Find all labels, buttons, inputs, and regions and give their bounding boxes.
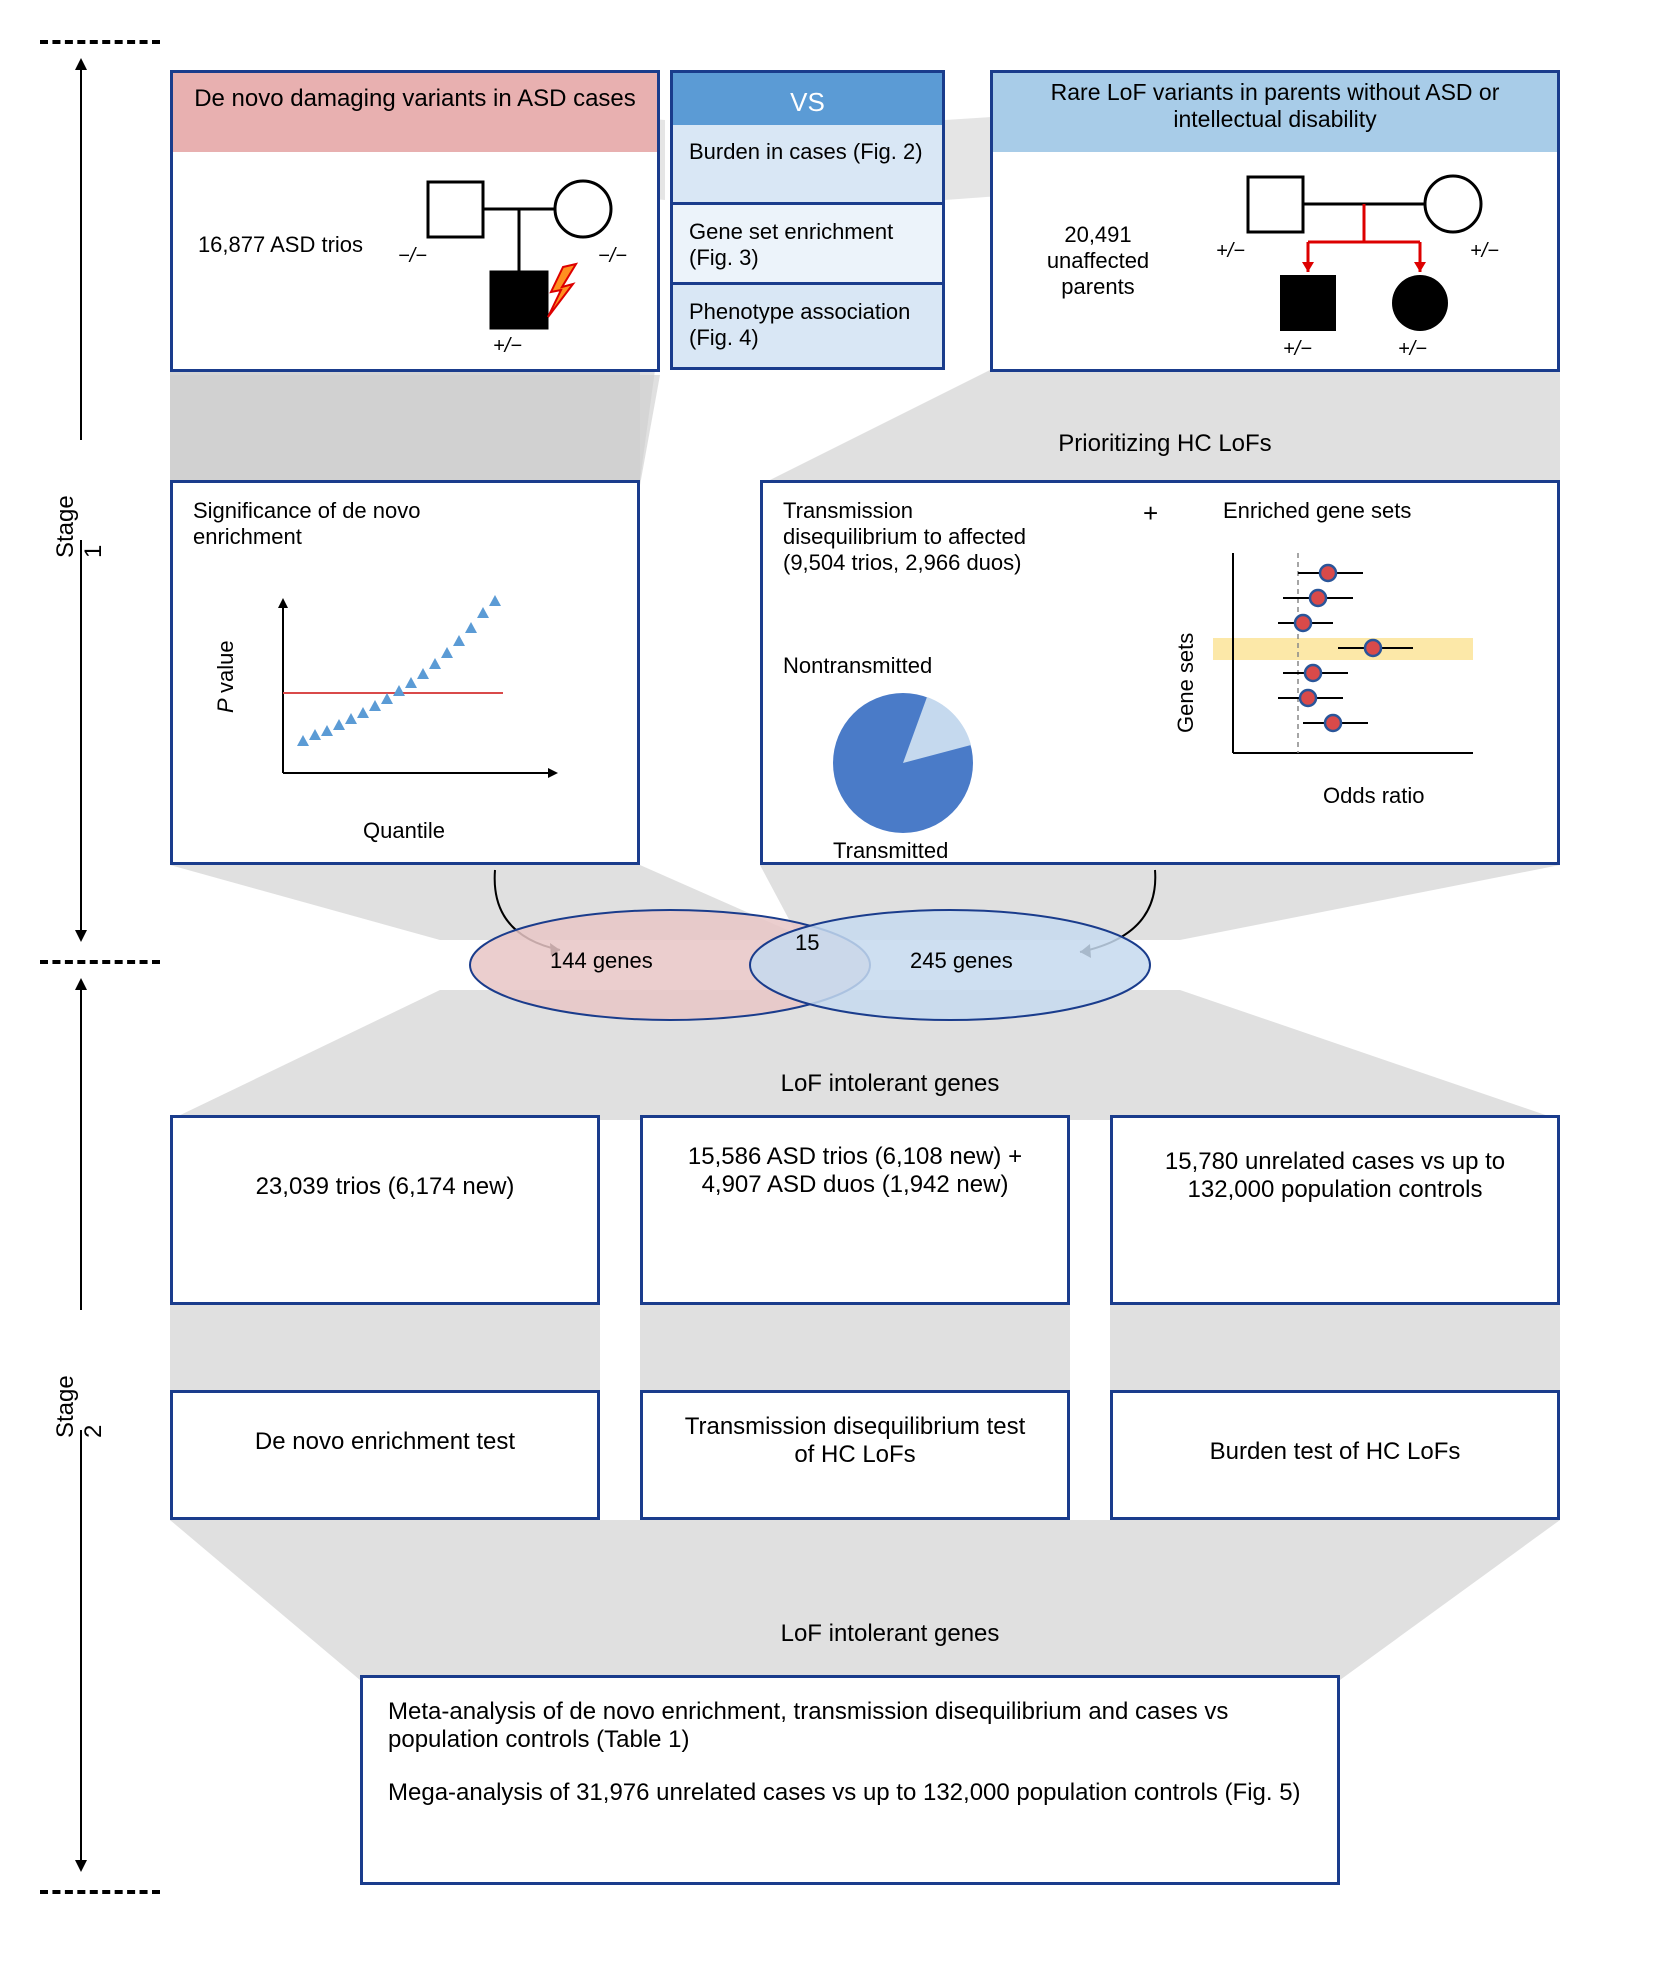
vs-row-1: Gene set enrichment (Fig. 3): [670, 205, 945, 285]
vs-row-2-text: Phenotype association (Fig. 4): [689, 299, 910, 350]
stage-tick-mid: [40, 960, 160, 964]
qq-xlabel: Quantile: [363, 818, 445, 844]
stage-tick-top: [40, 40, 160, 44]
vs-row-0-text: Burden in cases (Fig. 2): [689, 139, 923, 164]
svg-text:−/−: −/−: [398, 245, 427, 267]
svg-text:+/−: +/−: [1216, 240, 1245, 262]
svg-text:+/−: +/−: [493, 335, 522, 357]
svg-text:−/−: −/−: [598, 245, 627, 267]
stage1-right-box: Transmission disequilibrium to affected …: [760, 480, 1560, 865]
study-flowchart: Stage 1 Stage 2: [40, 40, 1614, 1946]
parent-pedigree-icon: +/− +/− +/− +/−: [1198, 167, 1548, 367]
lof-label-2: LoF intolerant genes: [740, 1620, 1040, 1648]
stage1-right-plus: +: [1143, 498, 1158, 529]
stage2-r2-b2: Transmission disequilibrium test of HC L…: [640, 1390, 1070, 1520]
forest-plot-icon: [1213, 553, 1533, 813]
vs-row-1-text: Gene set enrichment (Fig. 3): [689, 219, 893, 270]
stage-tick-bot: [40, 1890, 160, 1894]
stage2-r1-b2: 15,586 ASD trios (6,108 new) + 4,907 ASD…: [640, 1115, 1070, 1305]
stage2-r1-b3: 15,780 unrelated cases vs up to 132,000 …: [1110, 1115, 1560, 1305]
top-left-body-text: 16,877 ASD trios: [193, 232, 368, 258]
stage2-label: Stage 2: [52, 1358, 108, 1438]
svg-text:+/−: +/−: [1470, 240, 1499, 262]
stage2-r1-b2-text: 15,586 ASD trios (6,108 new) + 4,907 ASD…: [688, 1143, 1022, 1198]
venn-diagram-icon: [420, 895, 1200, 1035]
stage1-line-top: [80, 60, 82, 440]
stage2-line-top: [80, 980, 82, 1310]
vs-row-2: Phenotype association (Fig. 4): [670, 285, 945, 370]
top-right-header-text: Rare LoF variants in parents without ASD…: [1051, 79, 1500, 132]
vs-row-0: Burden in cases (Fig. 2): [670, 125, 945, 205]
stage1-line-bot: [80, 540, 82, 940]
stage2-r1-b3-text: 15,780 unrelated cases vs up to 132,000 …: [1165, 1148, 1505, 1203]
stage2-r2-b1: De novo enrichment test: [170, 1390, 600, 1520]
venn-center-label: 15: [795, 930, 819, 956]
top-right-body-text: 20,491 unaffected parents: [1013, 222, 1183, 300]
trio-pedigree-icon: −/− −/− +/−: [388, 172, 648, 362]
venn-right-label: 245 genes: [910, 948, 1013, 974]
stage1-right-text2: Nontransmitted: [783, 653, 983, 679]
top-right-body: 20,491 unaffected parents +/− +/− +/− +/…: [990, 152, 1560, 372]
qq-ylabel: P P value value: [213, 640, 239, 713]
pie-chart-icon: [823, 683, 983, 843]
pie-transmitted: Transmitted: [833, 838, 948, 864]
final-line1: Meta-analysis of de novo enrichment, tra…: [388, 1698, 1312, 1754]
stage2-line-bot: [80, 1430, 82, 1870]
forest-ylabel: Gene sets: [1173, 633, 1199, 733]
stage1-right-text1: Transmission disequilibrium to affected …: [783, 498, 1038, 576]
stage2-r1-b1-text: 23,039 trios (6,174 new): [256, 1173, 515, 1200]
stage2-r2-b2-text: Transmission disequilibrium test of HC L…: [685, 1413, 1026, 1468]
top-left-header: De novo damaging variants in ASD cases: [170, 70, 660, 155]
stage1-left-box: Significance of de novo enrichment P P v…: [170, 480, 640, 865]
stage2-r1-b1: 23,039 trios (6,174 new): [170, 1115, 600, 1305]
forest-xlabel: Odds ratio: [1323, 783, 1425, 809]
stage2-r2-b3: Burden test of HC LoFs: [1110, 1390, 1560, 1520]
prioritizing-label: Prioritizing HC LoFs: [990, 430, 1340, 458]
stage2-r2-b1-text: De novo enrichment test: [255, 1428, 515, 1455]
top-left-header-text: De novo damaging variants in ASD cases: [194, 85, 636, 112]
svg-text:+/−: +/−: [1398, 338, 1427, 360]
vs-header: VS: [670, 70, 945, 125]
lof-label-1: LoF intolerant genes: [740, 1070, 1040, 1098]
vs-header-text: VS: [790, 87, 825, 117]
venn-left-label: 144 genes: [550, 948, 653, 974]
stage2-r2-b3-text: Burden test of HC LoFs: [1210, 1438, 1461, 1465]
qq-plot-icon: [253, 593, 593, 823]
top-left-body: 16,877 ASD trios −/− −/− +/−: [170, 152, 660, 372]
final-line2: Mega-analysis of 31,976 unrelated cases …: [388, 1779, 1312, 1807]
final-box: Meta-analysis of de novo enrichment, tra…: [360, 1675, 1340, 1885]
top-right-header: Rare LoF variants in parents without ASD…: [990, 70, 1560, 155]
stage1-right-title2: Enriched gene sets: [1223, 498, 1411, 524]
stage1-left-title: Significance of de novo enrichment: [193, 498, 493, 550]
svg-text:+/−: +/−: [1283, 338, 1312, 360]
